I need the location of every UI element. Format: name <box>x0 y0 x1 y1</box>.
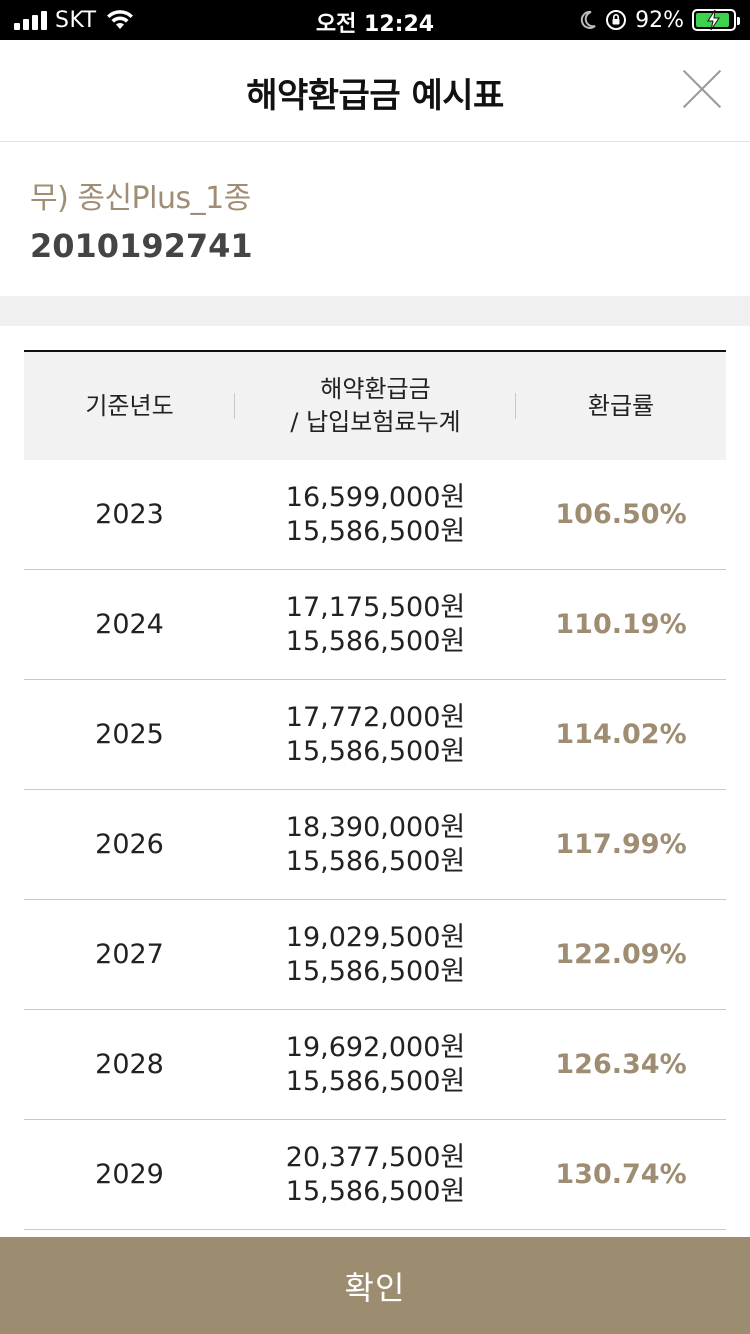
moon-icon <box>580 10 596 29</box>
wifi-icon <box>106 10 133 29</box>
paid-amount: 15,586,500원 <box>285 1065 466 1097</box>
refund-amount: 20,377,500원 <box>285 1141 466 1173</box>
amount-cell: 17,772,000원 15,586,500원 <box>235 701 516 769</box>
year-cell: 2024 <box>95 609 164 640</box>
amount-cell: 19,029,500원 15,586,500원 <box>235 921 516 989</box>
paid-amount: 15,586,500원 <box>285 735 466 767</box>
amount-cell: 16,599,000원 15,586,500원 <box>235 481 516 549</box>
rate-cell: 117.99% <box>555 829 687 860</box>
header-rate: 환급률 <box>587 391 655 420</box>
year-cell: 2025 <box>95 719 164 750</box>
carrier-label: SKT <box>55 7 97 33</box>
amount-cell: 20,377,500원 15,586,500원 <box>235 1141 516 1209</box>
rate-cell: 114.02% <box>555 719 687 750</box>
header-year: 기준년도 <box>24 390 235 423</box>
refund-amount: 16,599,000원 <box>285 481 466 513</box>
year-cell: 2028 <box>95 1049 164 1080</box>
table-row: 2027 19,029,500원 15,586,500원 122.09% <box>24 900 726 1010</box>
status-time: 오전 12:24 <box>315 12 435 37</box>
table-body: 2023 16,599,000원 15,586,500원 106.50% 202… <box>24 460 726 1230</box>
table-row: 2024 17,175,500원 15,586,500원 110.19% <box>24 570 726 680</box>
refund-amount: 18,390,000원 <box>285 811 466 843</box>
table-header: 기준년도 해약환급금 / 납입보험료누계 환급률 <box>24 350 726 460</box>
refund-amount: 19,692,000원 <box>285 1031 466 1063</box>
status-bar: SKT 오전 12:24 92% <box>0 0 750 40</box>
battery-percent: 92% <box>635 7 684 33</box>
paid-amount: 15,586,500원 <box>285 625 466 657</box>
paid-amount: 15,586,500원 <box>285 1175 466 1207</box>
modal-header: 해약환급금 예시표 <box>0 40 750 142</box>
battery-cap <box>737 17 740 25</box>
header-amount: 해약환급금 / 납입보험료누계 <box>235 373 516 439</box>
year-cell: 2026 <box>95 829 164 860</box>
table-row: 2029 20,377,500원 15,586,500원 130.74% <box>24 1120 726 1230</box>
signal-icon <box>14 10 47 30</box>
table-row: 2028 19,692,000원 15,586,500원 126.34% <box>24 1010 726 1120</box>
status-left: SKT <box>14 7 135 33</box>
battery-charging-icon <box>692 9 740 31</box>
amount-cell: 17,175,500원 15,586,500원 <box>235 591 516 659</box>
rate-cell: 130.74% <box>555 1159 687 1190</box>
header-amount-line2: / 납입보험료누계 <box>290 408 461 436</box>
rate-cell: 126.34% <box>555 1049 687 1080</box>
rate-cell: 122.09% <box>555 939 687 970</box>
rate-cell: 110.19% <box>555 609 687 640</box>
paid-amount: 15,586,500원 <box>285 955 466 987</box>
confirm-button[interactable]: 확인 <box>0 1237 750 1334</box>
policy-number: 2010192741 <box>30 227 253 265</box>
close-icon[interactable] <box>682 70 722 110</box>
header-amount-line1: 해약환급금 <box>320 375 431 403</box>
page-title: 해약환급금 예시표 <box>246 76 504 116</box>
status-right: 92% <box>579 7 740 33</box>
amount-cell: 18,390,000원 15,586,500원 <box>235 811 516 879</box>
orientation-lock-icon <box>606 10 627 30</box>
refund-amount: 19,029,500원 <box>285 921 466 953</box>
paid-amount: 15,586,500원 <box>285 845 466 877</box>
year-cell: 2029 <box>95 1159 164 1190</box>
table-row: 2025 17,772,000원 15,586,500원 114.02% <box>24 680 726 790</box>
refund-amount: 17,772,000원 <box>285 701 466 733</box>
section-divider <box>0 296 750 326</box>
table-row: 2023 16,599,000원 15,586,500원 106.50% <box>24 460 726 570</box>
refund-amount: 17,175,500원 <box>285 591 466 623</box>
bolt-icon <box>707 10 720 30</box>
product-info: 무) 종신Plus_1종 2010192741 <box>0 143 750 296</box>
refund-table: 기준년도 해약환급금 / 납입보험료누계 환급률 2023 16,599,000… <box>24 350 726 1230</box>
year-cell: 2027 <box>95 939 164 970</box>
paid-amount: 15,586,500원 <box>285 515 466 547</box>
year-cell: 2023 <box>95 499 164 530</box>
rate-cell: 106.50% <box>555 499 687 530</box>
product-name: 무) 종신Plus_1종 <box>30 181 251 216</box>
table-row: 2026 18,390,000원 15,586,500원 117.99% <box>24 790 726 900</box>
amount-cell: 19,692,000원 15,586,500원 <box>235 1031 516 1099</box>
